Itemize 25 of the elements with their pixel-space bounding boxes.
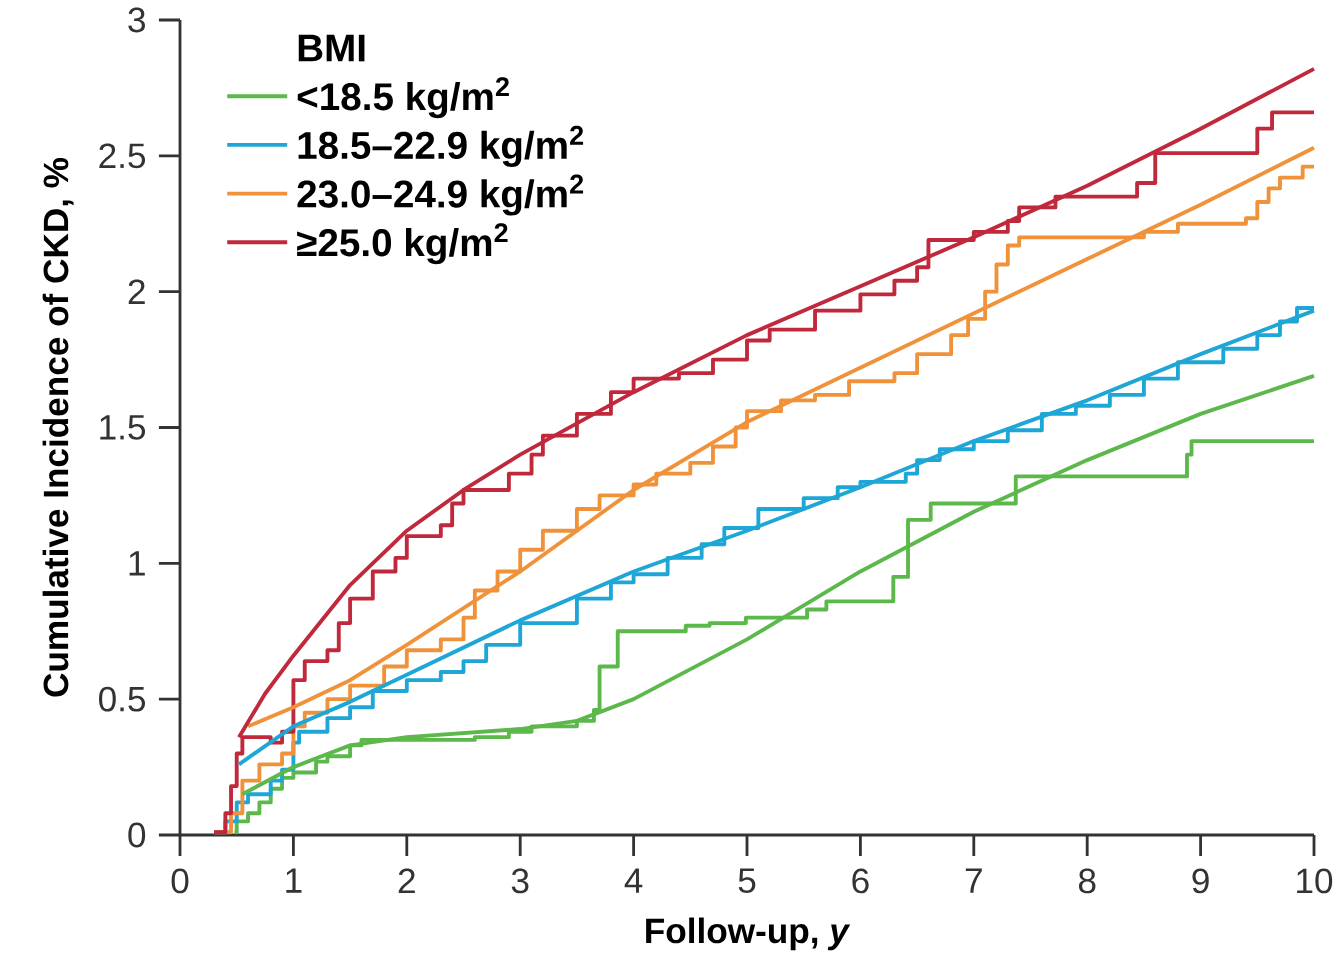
legend-label: 18.5–22.9 kg/m$^{2}$ [298,125,584,167]
y-tick-label: 2 [128,279,145,304]
y-axis-title: Cumulative Incidence of CKD, % [42,157,74,697]
x-tick-label: 8 [1078,868,1096,894]
x-tick-label: 7 [965,868,982,893]
x-tick-label: 10 [1297,868,1333,894]
y-tick-label: 0.5 [99,686,146,712]
x-tick-label: 5 [738,868,756,893]
x-tick-label: 6 [852,868,869,894]
x-tick-label: 3 [511,868,529,894]
legend-title: BMI [298,34,365,62]
legend-label: <18.5 kg/m$^{2}$ [297,77,509,119]
x-tick-label: 9 [1192,868,1209,894]
x-axis-title: Follow-up, y [646,917,851,951]
y-tick-label: 3 [128,7,145,33]
y-tick-label: 1.5 [100,415,146,440]
legend-label: 23.0–24.9 kg/m$^{2}$ [297,174,584,216]
x-tick-label: 0 [171,868,189,894]
x-tick-label: 4 [624,868,643,893]
x-tick-label: 2 [398,868,415,894]
y-tick-label: 1 [129,551,145,576]
y-tick-label: 2.5 [99,143,146,169]
x-tick-label: 1 [286,868,302,893]
legend-label: ≥25.0 kg/m$^{2}$ [297,223,508,265]
y-tick-label: 0 [128,822,146,848]
